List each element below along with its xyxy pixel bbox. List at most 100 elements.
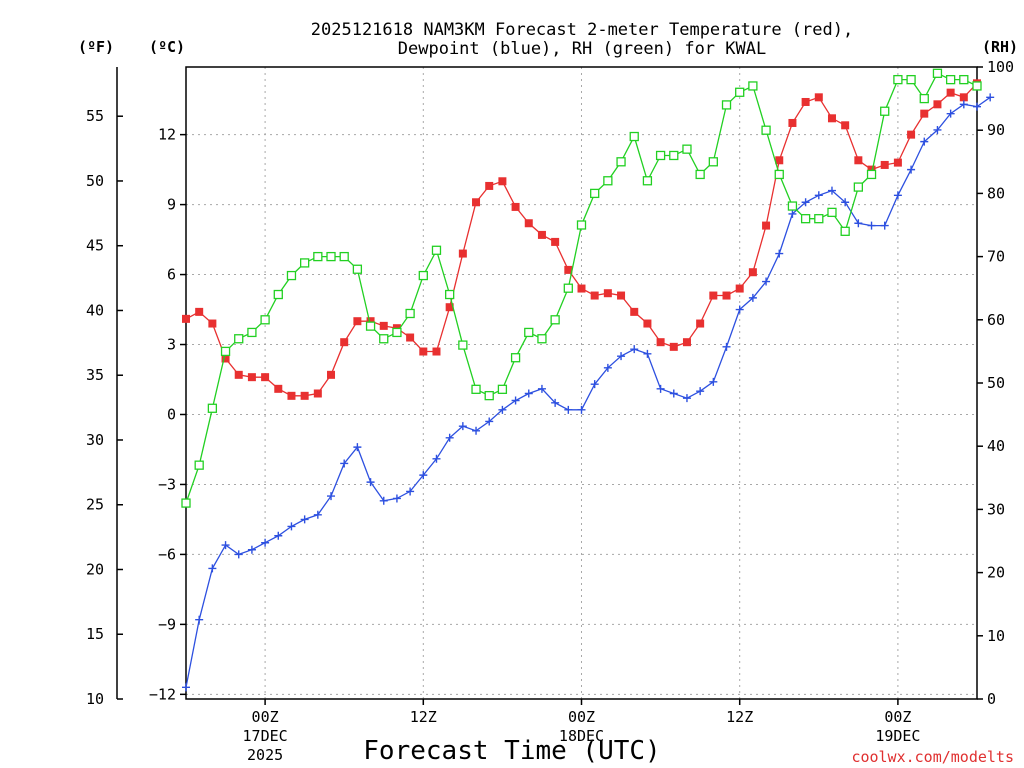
- dewpoint-point: [208, 564, 217, 573]
- rh-tick-label: 30: [987, 500, 1005, 518]
- dewpoint-point: [920, 137, 929, 146]
- dewpoint-point: [287, 522, 296, 531]
- temperature-point: [458, 249, 467, 258]
- fahrenheit-tick-label: 10: [86, 690, 104, 708]
- dewpoint-point: [524, 389, 533, 398]
- rh-point: [405, 308, 415, 319]
- temperature-point: [762, 221, 771, 230]
- dewpoint-point: [735, 305, 744, 314]
- temperature-point: [406, 333, 415, 342]
- dewpoint-point: [577, 405, 586, 414]
- celsius-tick-label: −9: [158, 615, 176, 633]
- temperature-point: [261, 373, 270, 382]
- celsius-tick-label: 9: [167, 196, 176, 214]
- temperature-point: [511, 202, 520, 211]
- time-tick-label: 00Z: [568, 708, 595, 726]
- dewpoint-point: [603, 363, 612, 372]
- dewpoint-point: [182, 683, 190, 692]
- rh-point: [194, 460, 204, 470]
- dewpoint-point: [788, 209, 797, 218]
- dewpoint-point: [432, 454, 441, 463]
- temperature-point: [775, 156, 784, 165]
- temperature-point: [709, 291, 718, 300]
- rh-tick-label: 50: [987, 374, 1005, 392]
- rh-point: [563, 283, 573, 293]
- temperature-point: [551, 237, 560, 246]
- temperature-point: [234, 370, 243, 379]
- rh-tick-label: 40: [987, 437, 1005, 455]
- dewpoint-point: [300, 515, 309, 524]
- celsius-tick-label: −3: [158, 475, 176, 493]
- dewpoint-point: [893, 191, 902, 200]
- temperature-point: [643, 319, 652, 328]
- temperature-point: [893, 158, 902, 167]
- temperature-point: [959, 93, 968, 102]
- celsius-tick-label: 3: [167, 336, 176, 354]
- rh-point: [695, 169, 705, 180]
- rh-point: [339, 251, 349, 262]
- rh-point: [392, 327, 402, 338]
- rh-point: [431, 245, 442, 255]
- rh-tick-label: 100: [987, 58, 1014, 76]
- dewpoint-point: [880, 221, 889, 230]
- temperature-point: [274, 384, 283, 393]
- temperature-point: [669, 342, 678, 351]
- dewpoint-point: [498, 405, 507, 414]
- dewpoint-point: [353, 443, 362, 452]
- rh-point: [787, 201, 798, 211]
- dewpoint-point: [234, 550, 243, 559]
- rh-point: [603, 176, 613, 186]
- temperature-point: [880, 160, 889, 169]
- dewpoint-point: [775, 249, 784, 258]
- rh-point: [352, 264, 363, 274]
- temperature-point: [287, 391, 296, 400]
- celsius-tick-label: 6: [167, 266, 176, 284]
- rh-point: [510, 353, 521, 363]
- dewpoint-point: [340, 459, 349, 468]
- data-series: [181, 68, 995, 692]
- temperature-point: [537, 230, 546, 239]
- dewpoint-point: [485, 417, 494, 426]
- dewpoint-point: [696, 387, 705, 396]
- rh-point: [181, 498, 191, 508]
- rh-point: [537, 334, 547, 344]
- dewpoint-point: [973, 102, 981, 111]
- axes: [116, 66, 983, 705]
- year-tick-label: 2025: [247, 746, 283, 764]
- temperature-point: [524, 219, 533, 228]
- dewpoint-point: [669, 389, 678, 398]
- temperature-point: [498, 177, 507, 186]
- dewpoint-point: [366, 478, 375, 487]
- temperature-point: [340, 338, 349, 347]
- date-tick-label: 17DEC: [243, 727, 288, 745]
- fahrenheit-tick-label: 45: [86, 237, 104, 255]
- temperature-point: [472, 198, 481, 207]
- rh-tick-label: 60: [987, 311, 1005, 329]
- rh-point: [642, 176, 653, 186]
- temperature-point: [313, 389, 322, 398]
- temperature-point: [907, 130, 916, 139]
- rh-point: [313, 251, 323, 262]
- dewpoint-point: [801, 198, 810, 207]
- dewpoint-point: [472, 426, 481, 435]
- dewpoint-point: [656, 384, 665, 393]
- dewpoint-point: [221, 541, 230, 550]
- dewpoint-point: [986, 93, 995, 102]
- temperature-point: [722, 291, 731, 300]
- rh-point: [735, 87, 745, 97]
- dewpoint-point: [247, 545, 256, 554]
- celsius-tick-label: −6: [158, 545, 176, 563]
- temperature-line: [185, 82, 978, 397]
- rh-point: [629, 131, 639, 142]
- rh-point: [524, 327, 534, 338]
- rh-point: [590, 188, 600, 199]
- dewpoint-point: [854, 219, 863, 228]
- dewpoint-point: [933, 125, 942, 134]
- dewpoint-point: [590, 380, 599, 389]
- dewpoint-point: [392, 494, 401, 503]
- time-tick-label: 12Z: [726, 708, 753, 726]
- temperature-point: [353, 317, 362, 326]
- rh-point: [893, 74, 903, 85]
